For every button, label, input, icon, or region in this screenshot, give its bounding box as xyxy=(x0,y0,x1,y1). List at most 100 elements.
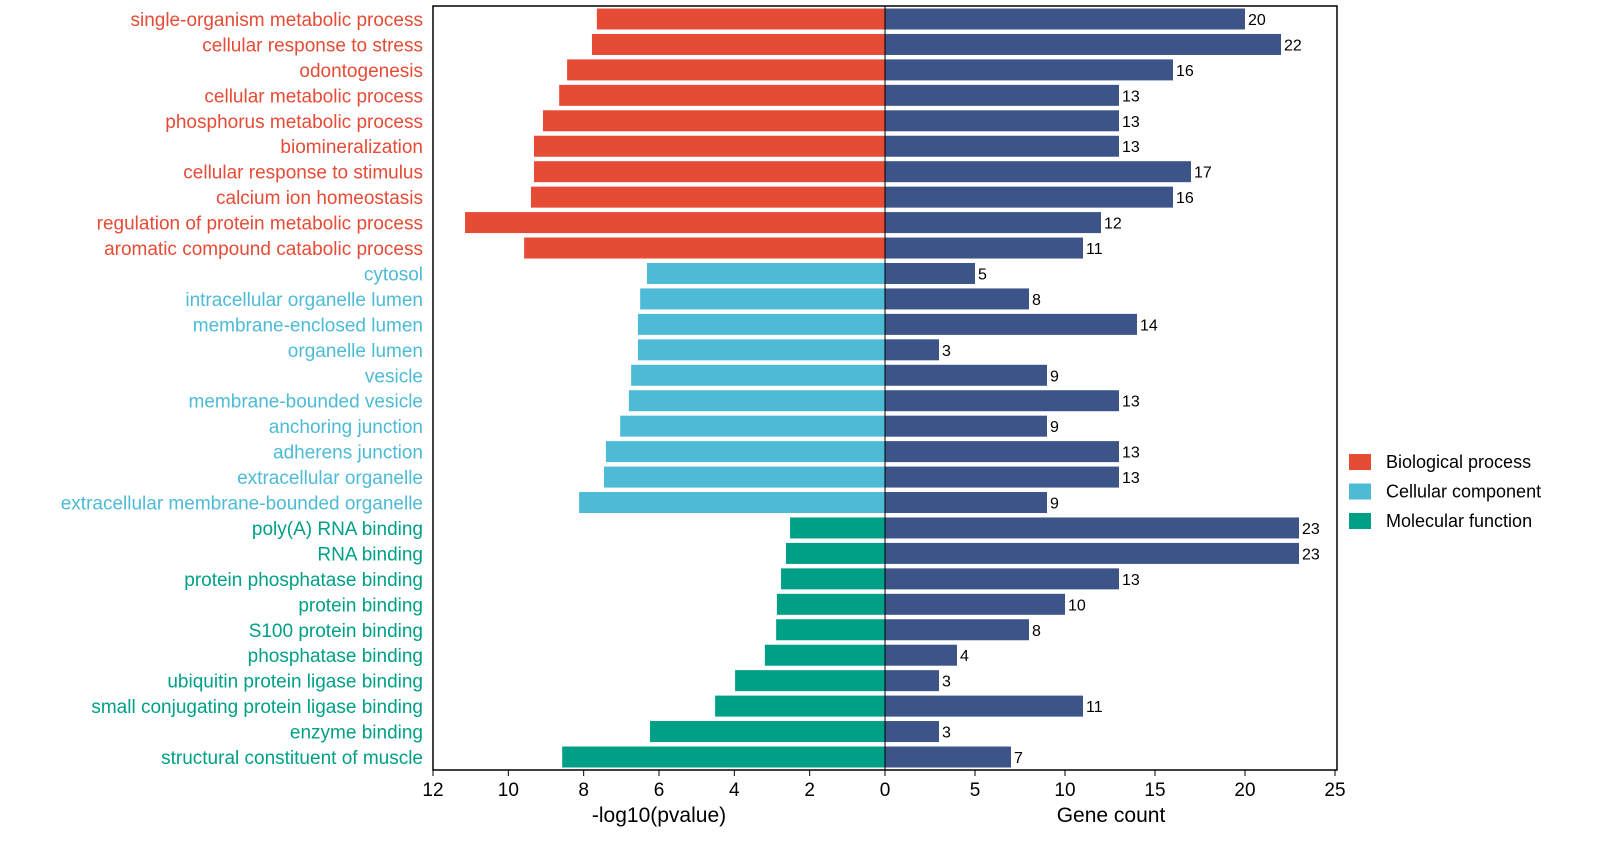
gene-count-bar xyxy=(885,517,1299,539)
pvalue-bars xyxy=(465,8,885,768)
gene-count-bar xyxy=(885,670,939,692)
left-axis-tick-label: 10 xyxy=(498,780,519,801)
category-label: membrane-enclosed lumen xyxy=(193,315,423,336)
category-label: organelle lumen xyxy=(288,341,423,362)
gene-count-label: 4 xyxy=(960,648,969,665)
gene-count-bar xyxy=(885,33,1281,55)
right-axis-tick-label: 25 xyxy=(1324,780,1345,801)
legend-swatch xyxy=(1349,513,1371,529)
category-label: calcium ion homeostasis xyxy=(216,188,423,209)
category-label: regulation of protein metabolic process xyxy=(97,214,423,235)
gene-count-label: 13 xyxy=(1122,114,1140,131)
category-label: cellular response to stress xyxy=(202,35,423,56)
pvalue-bar xyxy=(533,135,885,157)
gene-count-label: 11 xyxy=(1086,699,1103,716)
gene-count-label: 3 xyxy=(942,674,951,691)
axis-ticks: 12 10 8 6 4 2 0 5 10 15 20 25 xyxy=(422,770,1346,801)
gene-count-label: 11 xyxy=(1086,241,1103,258)
legend-label: Molecular function xyxy=(1386,511,1532,531)
gene-count-label: 13 xyxy=(1122,445,1140,462)
gene-count-label: 9 xyxy=(1050,419,1059,436)
category-label: odontogenesis xyxy=(299,61,423,82)
pvalue-bar xyxy=(530,186,885,208)
legend-swatch xyxy=(1349,483,1371,500)
gene-count-label: 20 xyxy=(1248,12,1266,29)
gene-count-label: 13 xyxy=(1122,139,1140,156)
pvalue-bar xyxy=(465,212,885,234)
pvalue-bar xyxy=(604,466,885,488)
gene-count-label: 9 xyxy=(1050,496,1059,513)
gene-count-label: 3 xyxy=(942,343,951,360)
category-label: ubiquitin protein ligase binding xyxy=(167,672,423,693)
gene-count-bars: 2022161313131716121158143913913139232313… xyxy=(885,8,1320,768)
gene-count-bar xyxy=(885,135,1119,157)
pvalue-bar xyxy=(620,415,885,437)
pvalue-bar xyxy=(764,644,885,666)
pvalue-bar xyxy=(781,568,885,590)
category-label: protein phosphatase binding xyxy=(184,570,423,591)
category-label: cellular metabolic process xyxy=(204,86,423,107)
legend-label: Cellular component xyxy=(1386,482,1541,502)
gene-count-bar xyxy=(885,644,957,666)
pvalue-bar xyxy=(637,313,885,335)
pvalue-bar xyxy=(631,364,885,386)
category-label: vesicle xyxy=(365,366,423,387)
gene-count-label: 14 xyxy=(1140,317,1158,334)
gene-count-label: 9 xyxy=(1050,368,1059,385)
gene-count-bar xyxy=(885,237,1083,259)
gene-count-bar xyxy=(885,84,1119,106)
category-label: poly(A) RNA binding xyxy=(252,519,423,540)
right-axis-label: Gene count xyxy=(1057,804,1166,827)
gene-count-label: 5 xyxy=(978,266,987,283)
gene-count-bar xyxy=(885,364,1047,386)
gene-count-bar xyxy=(885,593,1065,615)
gene-count-label: 8 xyxy=(1032,292,1041,309)
category-label: phosphatase binding xyxy=(248,646,423,667)
category-label: cytosol xyxy=(364,264,423,285)
pvalue-bar xyxy=(542,110,885,132)
left-axis-tick-label: 6 xyxy=(654,780,665,801)
gene-count-bar xyxy=(885,186,1173,208)
gene-count-label: 16 xyxy=(1176,190,1194,207)
gene-count-label: 13 xyxy=(1122,572,1140,589)
pvalue-bar xyxy=(776,619,885,641)
gene-count-label: 23 xyxy=(1302,546,1320,563)
pvalue-bar xyxy=(524,237,885,259)
legend-swatch xyxy=(1349,454,1371,470)
gene-count-bar xyxy=(885,721,939,743)
category-label: phosphorus metabolic process xyxy=(165,112,423,133)
gene-count-bar xyxy=(885,59,1173,81)
category-labels: single-organism metabolic process cellula… xyxy=(61,10,423,769)
gene-count-bar xyxy=(885,8,1245,30)
pvalue-bar xyxy=(562,746,885,768)
left-axis-tick-label: 12 xyxy=(422,780,443,801)
gene-count-bar xyxy=(885,619,1029,641)
gene-count-bar xyxy=(885,288,1029,310)
gene-count-bar xyxy=(885,746,1011,768)
category-label: aromatic compound catabolic process xyxy=(104,239,423,260)
right-axis-tick-label: 20 xyxy=(1234,780,1255,801)
pvalue-bar xyxy=(790,517,885,539)
gene-count-bar xyxy=(885,466,1119,488)
gene-count-label: 16 xyxy=(1176,63,1194,80)
category-label: membrane-bounded vesicle xyxy=(189,392,423,413)
category-label: enzyme binding xyxy=(290,723,423,744)
gene-count-bar xyxy=(885,161,1191,183)
gene-count-bar xyxy=(885,441,1119,463)
pvalue-bar xyxy=(559,84,885,106)
gene-count-bar xyxy=(885,542,1299,564)
gene-count-bar xyxy=(885,390,1119,412)
category-label: single-organism metabolic process xyxy=(130,10,423,31)
category-label: anchoring junction xyxy=(269,417,423,438)
pvalue-bar xyxy=(776,593,885,615)
category-label: structural constituent of muscle xyxy=(161,748,423,769)
pvalue-bar xyxy=(567,59,885,81)
category-label: intracellular organelle lumen xyxy=(185,290,423,311)
gene-count-bar xyxy=(885,110,1119,132)
gene-count-bar xyxy=(885,492,1047,514)
left-axis-tick-label: 2 xyxy=(804,780,815,801)
gene-count-bar xyxy=(885,262,975,284)
gene-count-label: 13 xyxy=(1122,470,1140,487)
pvalue-bar xyxy=(579,492,885,514)
